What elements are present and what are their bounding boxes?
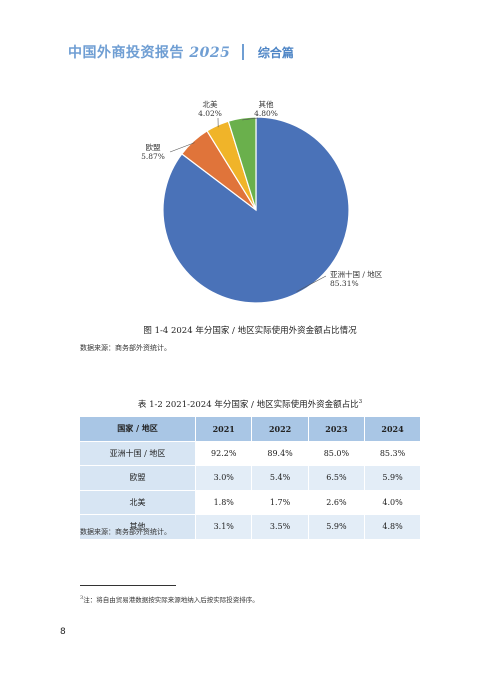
table-header-cell: 国家 / 地区 — [80, 417, 196, 442]
table-header-row: 国家 / 地区 2021 2022 2023 2024 — [80, 417, 420, 442]
slice-name-label: 亚洲十国 / 地区 — [330, 269, 383, 279]
footnote: 3注：将自由贸易港数据按实际来源地纳入后按实际投资排序。 — [80, 594, 259, 604]
table-cell: 5.4% — [251, 465, 309, 491]
report-year: 2025 — [189, 45, 231, 61]
table-cell: 85.3% — [364, 441, 420, 466]
table-source: 数据来源：商务部外资统计。 — [80, 528, 171, 536]
footnote-mark: 3 — [80, 594, 84, 601]
slice-name-label: 欧盟 — [146, 142, 161, 152]
table-header-cell: 2022 — [251, 417, 309, 442]
table-cell: 89.4% — [251, 441, 309, 466]
table-cell: 1.7% — [251, 490, 309, 515]
table-cell: 6.5% — [307, 465, 365, 491]
leader-line — [242, 117, 259, 121]
running-header: 中国外商投资报告 2025 综合篇 — [68, 42, 294, 62]
table-cell: 2.6% — [307, 490, 365, 515]
slice-name-label: 其他 — [259, 99, 274, 109]
leader-line — [169, 142, 195, 153]
pie-slice — [227, 116, 257, 211]
slice-value-label: 85.31% — [330, 279, 359, 288]
page-number: 8 — [60, 627, 66, 637]
table-footnote-mark: 3 — [358, 399, 363, 406]
table-caption: 表 1-2 2021-2024 年分国家 / 地区实际使用外资金额占比3 — [137, 399, 363, 410]
figure-caption: 图 1-4 2024 年分国家 / 地区实际使用外资金额占比情况 — [143, 326, 357, 336]
slice-value-label: 5.87% — [141, 152, 165, 161]
table-header-cell: 2021 — [195, 417, 252, 442]
table-row: 北美 1.8% 1.7% 2.6% 4.0% — [80, 490, 420, 515]
report-title: 中国外商投资报告 2025 — [68, 45, 231, 61]
table-row: 亚洲十国 / 地区 92.2% 89.4% 85.0% 85.3% — [80, 441, 420, 466]
row-header-cell: 亚洲十国 / 地区 — [80, 441, 196, 466]
table-row: 其他 3.1% 3.5% 5.9% 4.8% — [80, 514, 420, 540]
row-header-cell: 其他 — [80, 514, 196, 540]
section-name: 综合篇 — [257, 45, 294, 60]
table-header-cell: 2024 — [364, 417, 420, 442]
header-divider — [242, 44, 244, 60]
slice-name-label: 北美 — [203, 99, 218, 109]
row-header-cell: 欧盟 — [80, 465, 196, 491]
row-header-cell: 北美 — [80, 490, 196, 515]
table-cell: 85.0% — [307, 441, 365, 466]
figure-source: 数据来源：商务部外资统计。 — [80, 344, 171, 352]
table-cell: 3.5% — [251, 514, 309, 540]
footnote-text: 注：将自由贸易港数据按实际来源地纳入后按实际投资排序。 — [83, 596, 259, 604]
table-header-cell: 2023 — [307, 417, 365, 442]
slice-value-label: 4.80% — [254, 109, 278, 118]
slice-value-label: 4.02% — [198, 109, 222, 118]
table-cell: 3.1% — [195, 514, 252, 540]
table-cell: 5.9% — [307, 514, 365, 540]
table-cell: 4.0% — [364, 490, 420, 515]
footnote-rule — [80, 585, 176, 586]
table-cell: 4.8% — [364, 514, 420, 540]
table-cell: 5.9% — [364, 465, 420, 491]
data-table: 国家 / 地区 2021 2022 2023 2024 亚洲十国 / 地区 92… — [80, 417, 420, 540]
table-cell: 3.0% — [195, 465, 252, 491]
table-row: 欧盟 3.0% 5.4% 6.5% 5.9% — [80, 465, 420, 491]
table-cell: 1.8% — [195, 490, 252, 515]
leader-line — [296, 275, 327, 292]
table-cell: 92.2% — [195, 441, 252, 466]
